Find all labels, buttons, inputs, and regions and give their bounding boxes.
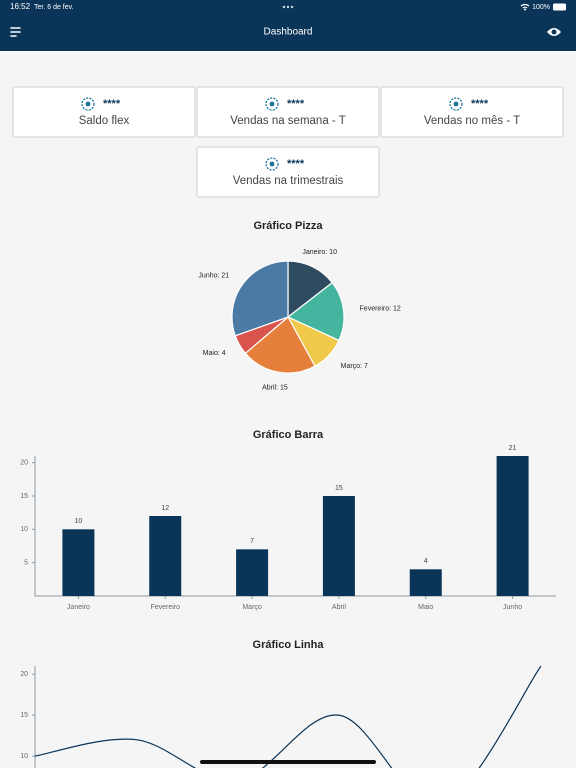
summary-card [380, 86, 564, 138]
pie-label: Janeiro: 10 [302, 249, 337, 256]
y-tick-label: 20 [20, 460, 28, 467]
bar [496, 456, 529, 596]
card-label: Vendas na semana - T [230, 115, 346, 127]
x-tick-label: Janeiro [67, 604, 90, 611]
menu-button[interactable] [10, 27, 21, 37]
summary-card [12, 86, 196, 138]
card-value: **** [287, 158, 305, 170]
summary-card [196, 86, 380, 138]
chart-title: Gráfico Linha [253, 639, 325, 651]
wifi-dot [524, 8, 526, 11]
y-tick-label: 20 [20, 671, 28, 678]
x-tick-label: Junho [503, 604, 522, 611]
line-series [34, 665, 542, 768]
y-tick-label: 10 [20, 526, 28, 533]
chart-title: Gráfico Pizza [253, 220, 323, 232]
x-tick-label: Março [242, 604, 262, 611]
bar [236, 549, 269, 596]
pie-slice [231, 260, 289, 337]
pie-slice [244, 316, 316, 374]
pie-slice [287, 260, 334, 319]
card-label: Vendas no mês - T [424, 115, 520, 127]
card-icon-dot [269, 101, 275, 107]
card-label: Saldo flex [79, 115, 130, 127]
card-icon-ring [265, 97, 279, 111]
bar-value-label: 4 [424, 558, 428, 565]
card-value: **** [103, 98, 121, 110]
home-indicator [200, 760, 376, 764]
pie-label: Março: 7 [341, 363, 368, 370]
wifi-icon [520, 3, 530, 9]
bar-value-label: 7 [250, 538, 254, 545]
card-value: **** [287, 98, 305, 110]
chart-title: Gráfico Barra [253, 429, 324, 441]
y-tick-label: 10 [20, 753, 28, 760]
pie-label: Maio: 4 [203, 350, 226, 357]
pie-slice [286, 281, 345, 342]
bar [409, 569, 442, 596]
x-tick-label: Abril [332, 604, 346, 611]
bar-value-label: 10 [75, 518, 83, 525]
y-tick-label: 15 [20, 493, 28, 500]
pie-label: Junho: 21 [198, 272, 229, 279]
y-tick-label: 5 [24, 560, 28, 567]
card-icon-dot [85, 101, 91, 107]
card-icon-ring [81, 97, 95, 111]
pie-label: Abril: 15 [262, 385, 288, 392]
bar [62, 529, 95, 596]
app-bar [0, 0, 576, 51]
bar [322, 496, 355, 596]
status-battery: 100% [532, 4, 550, 11]
bar-value-label: 21 [509, 445, 517, 452]
summary-card [196, 146, 380, 198]
card-icon-dot [269, 161, 275, 167]
card-icon-ring [449, 97, 463, 111]
x-tick-label: Maio [418, 604, 433, 611]
card-icon-dot [453, 101, 459, 107]
battery-icon [553, 3, 566, 11]
status-time: 16:52 [10, 2, 31, 11]
eye-button[interactable] [547, 28, 561, 36]
bar-value-label: 15 [335, 485, 343, 492]
multitask-dots [282, 5, 294, 9]
status-date: Ter. 6 de fev. [34, 4, 74, 11]
header-title: Dashboard [264, 27, 313, 38]
card-label: Vendas na trimestrais [233, 175, 344, 187]
pie-label: Fevereiro: 12 [360, 306, 401, 313]
card-icon-ring [265, 157, 279, 171]
x-tick-label: Fevereiro [150, 604, 180, 611]
y-tick-label: 15 [20, 712, 28, 719]
card-value: **** [471, 98, 489, 110]
bar [149, 516, 182, 596]
bar-value-label: 12 [161, 505, 169, 512]
